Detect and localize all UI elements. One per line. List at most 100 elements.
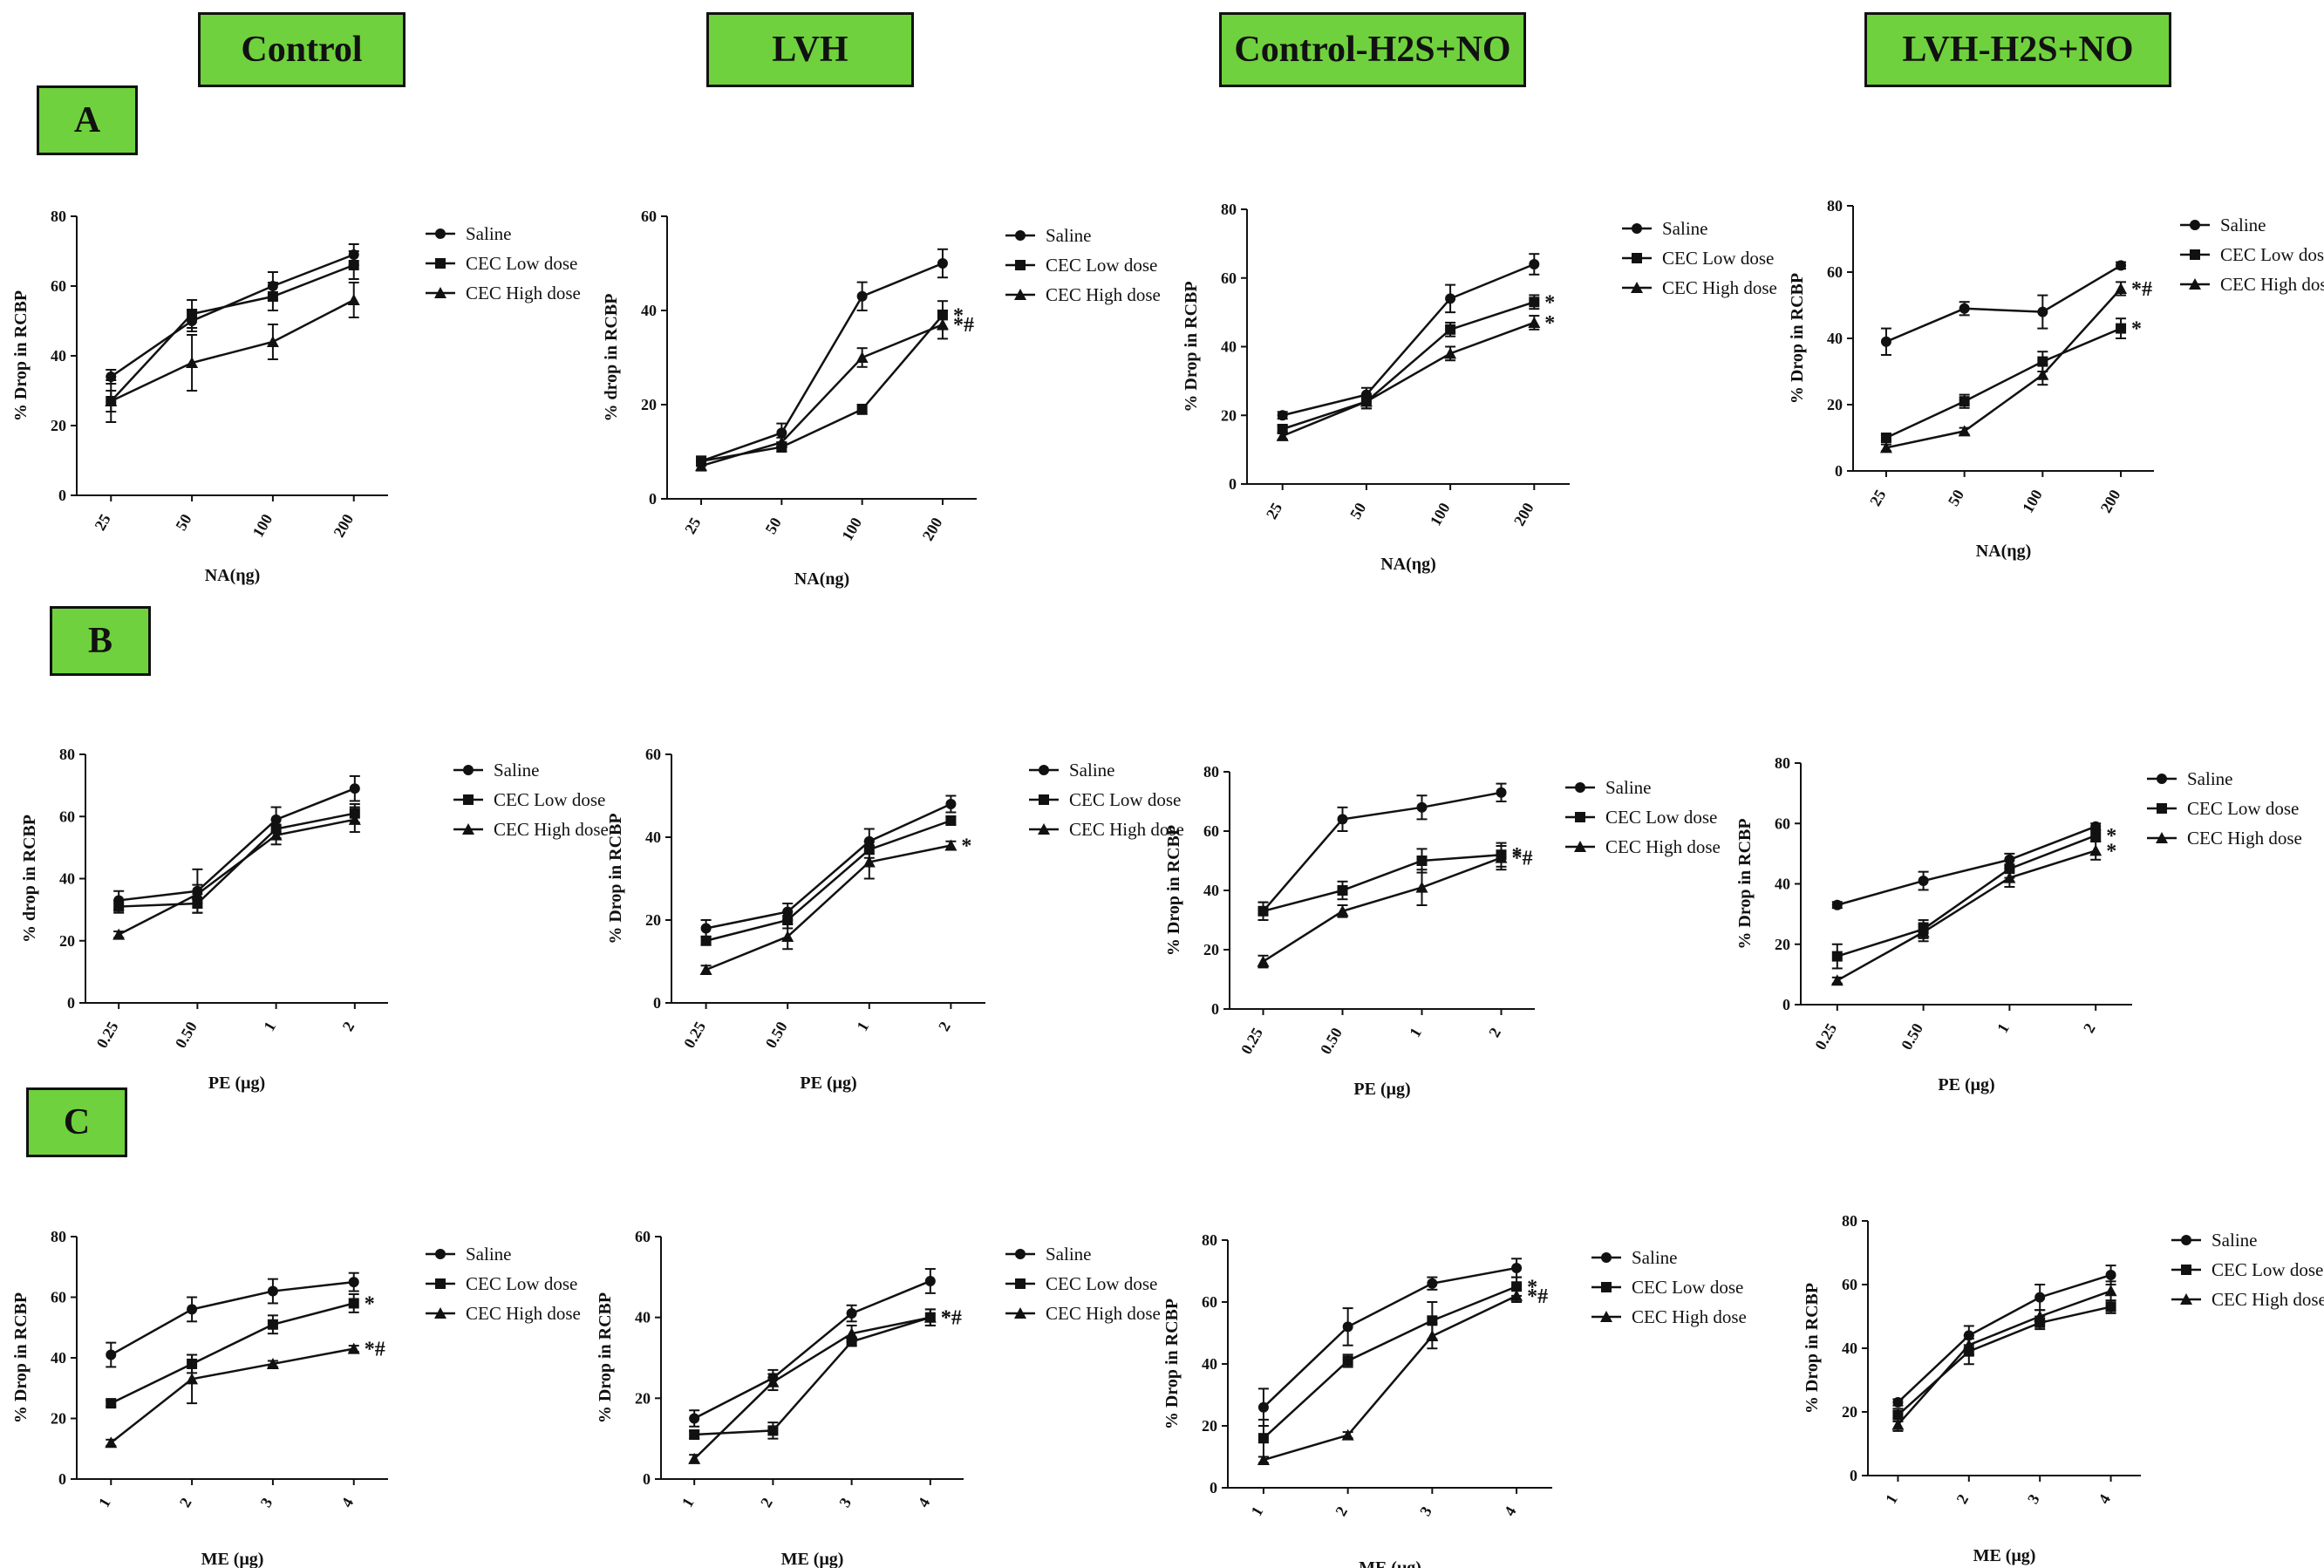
series-cec-low-dose: * (1257, 1276, 1537, 1458)
series-line (1263, 1266, 1517, 1408)
data-point (1360, 395, 1373, 407)
series-cec-high-dose: *# (105, 1339, 385, 1449)
y-axis-label: % Drop in RCBP (1164, 825, 1183, 956)
data-point (856, 404, 868, 415)
legend-label: CEC Low dose (466, 253, 577, 274)
data-point (347, 294, 360, 305)
x-tick-label: 2 (176, 1495, 195, 1510)
data-point (1445, 324, 1456, 335)
legend-marker (2190, 220, 2200, 230)
data-point (1426, 1330, 1439, 1342)
x-tick-label: 2 (1485, 1025, 1504, 1040)
legend-marker (2189, 278, 2201, 290)
series-line (110, 1280, 354, 1356)
legend-label: Saline (2187, 768, 2233, 789)
legend-item: Saline (426, 1244, 512, 1265)
data-point (1337, 885, 1348, 896)
data-point (845, 1327, 858, 1340)
significance-label: * (2106, 825, 2116, 848)
y-tick-label: 80 (1221, 201, 1237, 218)
series-line (693, 1316, 931, 1460)
data-point (695, 460, 708, 472)
legend-item: CEC High dose (1005, 284, 1161, 305)
data-point (862, 856, 876, 868)
y-axis-label: % Drop in RCBP (1788, 273, 1807, 404)
series-saline (696, 248, 948, 467)
series-cec-high-dose: *# (695, 310, 974, 472)
x-tick-label: 0.50 (1317, 1025, 1346, 1057)
data-point (1416, 856, 1428, 866)
x-tick-label: 2 (338, 1019, 358, 1034)
data-point (349, 783, 360, 794)
y-tick-label: 80 (51, 1228, 66, 1245)
y-tick-label: 80 (1202, 1231, 1217, 1249)
data-point (2116, 260, 2127, 271)
legend-label: CEC Low dose (2220, 244, 2324, 265)
data-point (1342, 1355, 1353, 1367)
series-line (1263, 853, 1502, 913)
legend-label: CEC High dose (2187, 828, 2302, 849)
significance-label: * (961, 835, 971, 858)
x-tick-label: 4 (1501, 1503, 1520, 1519)
series-line (110, 1302, 355, 1405)
legend-label: CEC Low dose (2187, 798, 2299, 819)
y-tick-label: 40 (1827, 330, 1843, 347)
legend-label: Saline (1632, 1247, 1678, 1268)
legend-label: Saline (1069, 760, 1115, 781)
significance-label: *# (1512, 848, 1533, 870)
legend-marker (1575, 812, 1585, 822)
legend-item: CEC High dose (2171, 1289, 2324, 1310)
series-line (1262, 791, 1502, 912)
legend-marker (1632, 223, 1642, 234)
legend-marker (1039, 765, 1049, 775)
y-tick-label: 20 (635, 1389, 651, 1407)
legend-item: CEC Low dose (1005, 1273, 1157, 1294)
series-line (1282, 301, 1535, 431)
data-point (1495, 851, 1508, 863)
data-point (267, 1319, 278, 1330)
series-line (1282, 321, 1535, 438)
legend-label: CEC High dose (2212, 1289, 2324, 1310)
legend-marker (2181, 1265, 2191, 1275)
data-point (1917, 925, 1930, 937)
series-saline (689, 1268, 936, 1428)
legend-marker (463, 765, 474, 775)
series-cec-high-dose (112, 806, 361, 940)
chart-b3: 0 20 40 60 80 0.25 0.50 1 2 PE (μg) % Drop in RCBP… (1164, 763, 1721, 1099)
significance-label: * (2106, 840, 2116, 862)
data-point (1880, 433, 1891, 443)
data-point (1959, 396, 1970, 407)
legend-marker (2157, 803, 2167, 814)
y-axis-label: % Drop in RCBP (11, 290, 31, 421)
x-axis-label: ME (μg) (1973, 1546, 2036, 1565)
series-line (705, 802, 951, 930)
legend-label: CEC Low dose (2212, 1259, 2323, 1280)
legend-item: CEC High dose (1005, 1303, 1161, 1324)
chart-a4: 0 20 40 60 80 25 50 100 200 NA(ηg) % Drop in RCBP *… (1788, 197, 2324, 561)
chart-a2: 0 20 40 60 25 50 100 200 NA(ng) % drop in RCBP **#… (602, 208, 1161, 589)
data-point (1257, 955, 1270, 967)
significance-label: * (953, 304, 964, 327)
series-line (118, 818, 356, 936)
data-point (1444, 347, 1457, 359)
significance-label: * (2131, 318, 2142, 341)
series-cec-high-dose (1891, 1280, 2117, 1432)
data-point (105, 1436, 118, 1449)
data-point (113, 901, 125, 912)
legend-item: CEC High dose (1029, 819, 1184, 840)
y-tick-label: 80 (1827, 197, 1843, 215)
series-line (110, 298, 355, 403)
data-point (1277, 410, 1288, 421)
series-saline (1880, 260, 2127, 356)
legend-label: Saline (466, 223, 512, 244)
y-tick-label: 60 (1202, 1293, 1217, 1311)
data-point (112, 928, 126, 940)
series-line (700, 262, 944, 462)
significance-label: *# (2131, 278, 2152, 301)
y-tick-label: 20 (59, 932, 75, 950)
data-point (186, 1373, 199, 1385)
series-saline (106, 1271, 359, 1368)
legend-label: CEC Low dose (1605, 807, 1717, 828)
legend-marker (1015, 1278, 1026, 1289)
x-tick-label: 100 (249, 511, 276, 540)
